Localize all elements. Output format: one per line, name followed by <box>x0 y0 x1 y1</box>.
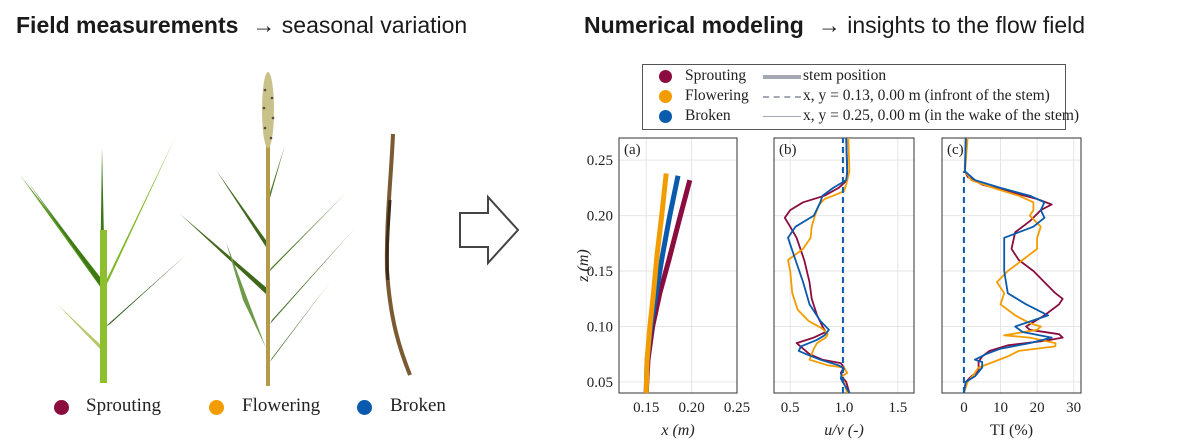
legend-stem-position: stem position <box>803 67 887 84</box>
left-title: Field measurements <box>16 12 239 38</box>
legend-thin-line <box>763 116 801 117</box>
x-tick-label: 0 <box>960 400 968 416</box>
broken-label: Broken <box>390 395 446 416</box>
legend-broken: Broken <box>685 107 731 124</box>
flowering-dot <box>209 400 224 415</box>
broken-plant-image <box>384 133 412 376</box>
plant-photos <box>20 72 520 386</box>
flowering-label: Flowering <box>242 395 321 416</box>
x-tick-label: 20 <box>1030 400 1045 416</box>
sprouting-plant-image <box>20 138 187 383</box>
chart-panel-1: 0.5 1.0 1.5 (b) u/v (-) <box>773 137 915 439</box>
series-broken-line <box>963 137 1053 394</box>
x-tick-label: 1.5 <box>888 400 907 416</box>
series-flowering-line <box>963 137 1057 394</box>
right-title: Numerical modeling <box>584 12 804 38</box>
axes-box <box>773 137 915 394</box>
x-axis-label: TI (%) <box>990 422 1033 439</box>
legend-row-broken: Broken x, y = 0.25, 0.00 m (in the wake … <box>643 107 1079 127</box>
legend-wake: x, y = 0.25, 0.00 m (in the wake of the … <box>803 107 1080 124</box>
panel-label: (c) <box>947 142 964 158</box>
legend-sprouting: Sprouting <box>685 67 747 84</box>
series-sprouting-line <box>963 137 1064 394</box>
numerical-modeling-header: Numerical modeling → insights to the flow… <box>584 12 1085 39</box>
right-subtitle: → insights to the flow field <box>817 12 1086 38</box>
x-tick-label: 30 <box>1066 400 1081 416</box>
sprouting-dot <box>54 400 69 415</box>
legend-flowering: Flowering <box>685 87 749 104</box>
panel-label: (b) <box>779 142 797 158</box>
x-axis-label: u/v (-) <box>824 422 864 439</box>
y-axis-label: z (m) <box>575 249 592 282</box>
y-tick-label: 0.25 <box>587 153 613 169</box>
sprouting-legend-dot <box>659 70 672 83</box>
legend-row-flowering: Flowering x, y = 0.13, 0.00 m (infront o… <box>643 87 1063 107</box>
x-tick-label: 0.20 <box>678 400 704 416</box>
x-tick-label: 1.0 <box>835 400 854 416</box>
series-flowering-line <box>643 173 669 394</box>
flowering-legend-dot <box>659 90 672 103</box>
x-tick-label: 0.15 <box>633 400 659 416</box>
chart-panel-2: 0 10 20 30 (c) TI (%) <box>941 137 1082 439</box>
chart-legend: Sprouting stem position Flowering x, y =… <box>642 64 1079 130</box>
field-measurements-header: Field measurements → seasonal variation <box>16 12 467 39</box>
series-flowering-line <box>787 137 851 394</box>
y-tick-label: 0.05 <box>587 375 613 391</box>
chart-panel-0: 0.05 0.10 0.15 0.20 0.25 0.15 0.20 0.25 (a) x (m)… <box>575 137 750 439</box>
y-tick-label: 0.20 <box>587 209 613 225</box>
flowering-plant-image <box>180 72 355 386</box>
left-subtitle: → seasonal variation <box>252 12 468 38</box>
x-tick-label: 0.25 <box>724 400 750 416</box>
broken-dot <box>357 400 372 415</box>
x-tick-label: 0.5 <box>781 400 800 416</box>
panel-label: (a) <box>624 142 641 158</box>
y-tick-label: 0.15 <box>587 264 613 280</box>
y-tick-label: 0.10 <box>587 319 613 335</box>
x-tick-label: 10 <box>993 400 1008 416</box>
legend-row-sprouting: Sprouting stem position <box>643 67 1063 87</box>
axes-box <box>618 137 738 394</box>
series-sprouting-line <box>783 137 851 394</box>
legend-dashed-line <box>763 96 801 98</box>
legend-front: x, y = 0.13, 0.00 m (infront of the stem… <box>803 87 1050 104</box>
x-axis-label: x (m) <box>660 422 694 439</box>
series-broken-line <box>787 137 851 394</box>
broken-legend-dot <box>659 110 672 123</box>
right-arrow-outline-icon <box>459 194 520 266</box>
axes-box <box>941 137 1082 394</box>
sprouting-label: Sprouting <box>86 395 161 416</box>
legend-thick-line <box>763 75 801 79</box>
